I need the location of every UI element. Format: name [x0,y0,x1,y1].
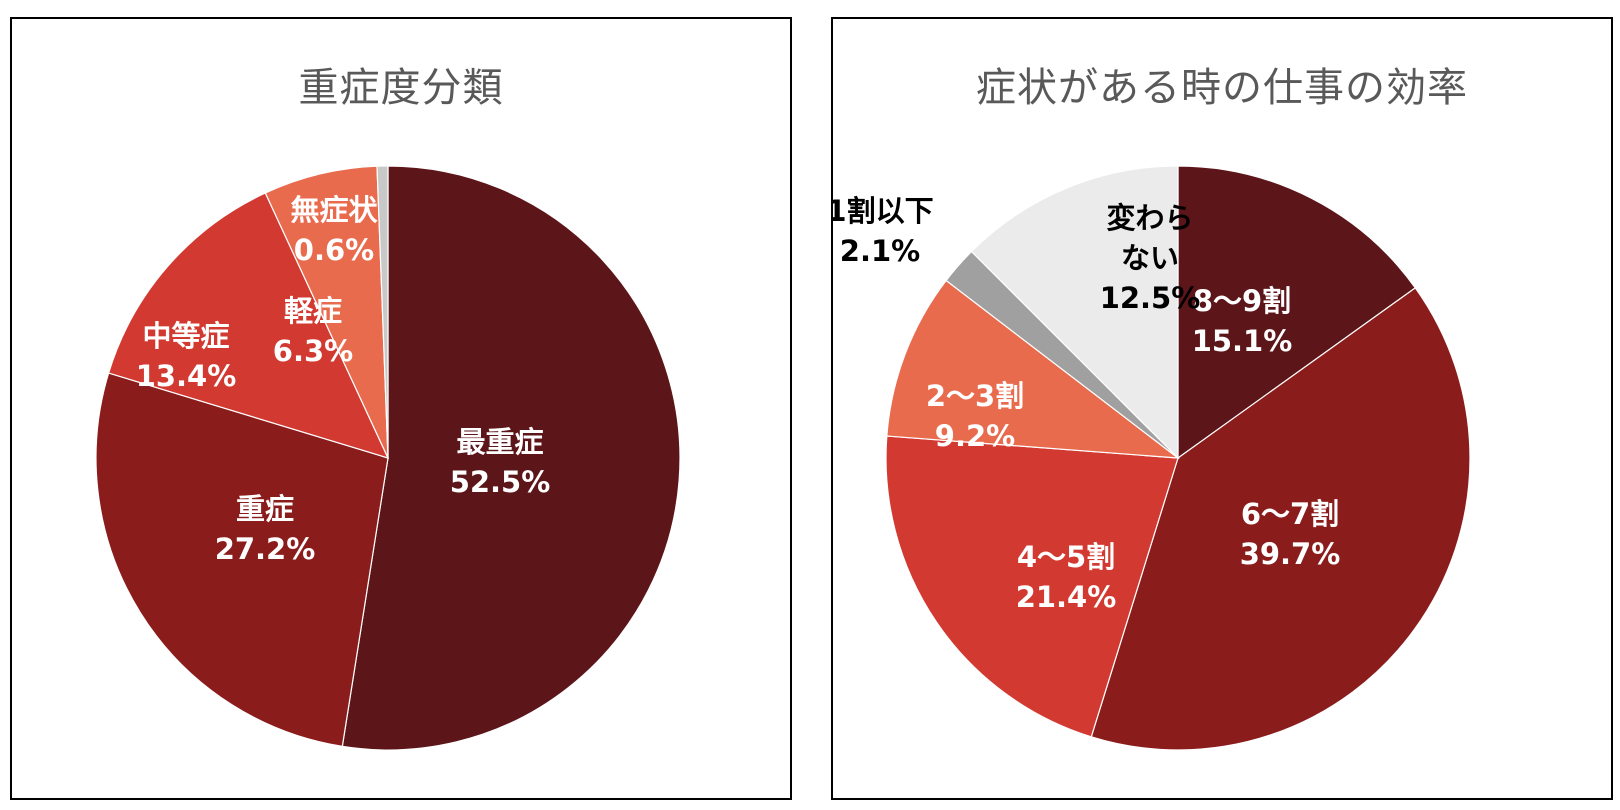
slice-label-1: 重症 27.2% [215,492,316,566]
slice-label-0: 8〜9割 15.1% [1192,284,1293,358]
slice-label-2: 4〜5割 21.4% [1016,540,1117,614]
pie-slice-2 [107,192,390,459]
slice-label-1: 6〜7割 39.7% [1240,497,1341,571]
slice-label-2: 中等症 13.4% [136,319,237,393]
chart-panel-work-efficiency: 症状がある時の仕事の効率 8〜9割 15.1% 6〜7割 39.7% 4〜5割 21.4%… [831,17,1613,800]
pie-slice-0 [341,165,681,751]
pie-slice-3 [264,165,389,459]
chart-title: 症状がある時の仕事の効率 [976,65,1468,111]
slice-label-4: 無症状 0.6% [290,193,378,267]
chart-panel-severity: 重症度分類 最重症 52.5% 重症 27.2% 中等症 13.4% 軽症 6.3% 無症状 0.… [10,17,792,800]
slice-label-5: 変わらない 12.5% [1100,201,1201,315]
slice-label-0: 最重症 52.5% [450,425,551,499]
pie-slice-2 [885,435,1179,738]
pie-chart-work-efficiency: 8〜9割 15.1% 6〜7割 39.7% 4〜5割 21.4% 2〜3割 9.2% 1割以下 2… [833,165,1471,751]
slice-label-4: 1割以下 2.1% [833,194,934,268]
slice-label-3: 軽症 6.3% [273,294,353,368]
chart-title: 重症度分類 [298,65,504,111]
pie-slice-4 [376,165,389,459]
pie-slice-1 [1090,287,1471,751]
pie-slice-1 [95,372,389,748]
pie-slice-0 [1177,165,1417,460]
slice-label-3: 2〜3割 9.2% [926,379,1024,453]
pie-chart-severity: 最重症 52.5% 重症 27.2% 中等症 13.4% 軽症 6.3% 無症状 0.6% [95,165,681,751]
pie-slice-5 [970,165,1179,460]
pie-slice-3 [886,279,1180,459]
